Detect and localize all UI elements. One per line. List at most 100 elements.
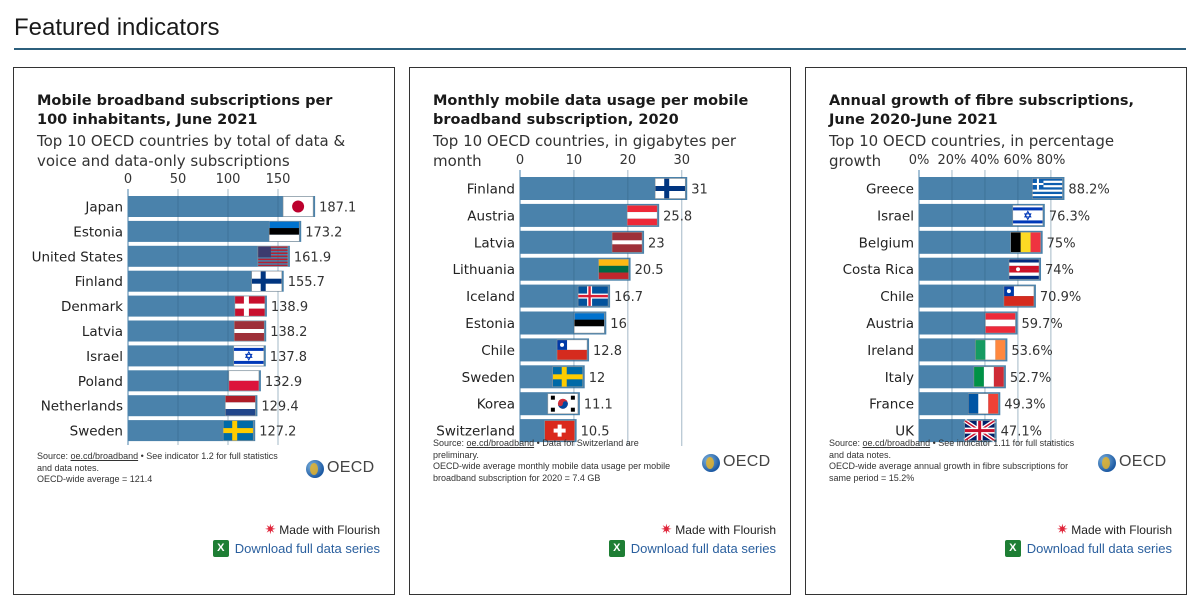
category-label: Iceland bbox=[466, 289, 515, 305]
category-label: Costa Rica bbox=[843, 262, 914, 278]
flourish-star-icon: ✷ bbox=[264, 521, 277, 537]
value-label: 127.2 bbox=[259, 425, 296, 440]
category-label: Chile bbox=[481, 343, 515, 359]
source-link[interactable]: oe.cd/broadband bbox=[466, 438, 535, 448]
category-label: Austria bbox=[467, 208, 515, 224]
chart-card-mobile-data-usage: Monthly mobile data usage per mobile bro… bbox=[409, 67, 791, 595]
chart-card-mobile-broadband: Mobile broadband subscriptions per 100 i… bbox=[13, 67, 395, 595]
category-label: Finland bbox=[75, 274, 123, 290]
oecd-logo: OECD bbox=[1098, 452, 1168, 474]
chart-title: Mobile broadband subscriptions per 100 i… bbox=[37, 93, 333, 128]
value-label: 76.3% bbox=[1049, 209, 1090, 224]
excel-icon: X bbox=[1004, 540, 1021, 557]
x-tick-label: 30 bbox=[674, 153, 691, 168]
flourish-star-icon: ✷ bbox=[660, 521, 673, 537]
estonia-flag-icon bbox=[268, 221, 300, 242]
category-label: Israel bbox=[877, 208, 914, 224]
bar-latvia bbox=[128, 320, 267, 342]
category-label: Austria bbox=[866, 316, 914, 332]
category-label: Ireland bbox=[867, 343, 914, 359]
category-label: Belgium bbox=[859, 235, 914, 251]
x-tick-label: 60% bbox=[1003, 153, 1032, 168]
costa-rica-flag-icon bbox=[1008, 258, 1040, 280]
france-flag-icon bbox=[968, 393, 999, 414]
page-title: Featured indicators bbox=[14, 14, 220, 41]
category-label: Sweden bbox=[70, 424, 123, 440]
made-with-flourish[interactable]: ✷ Made with Flourish bbox=[660, 521, 776, 537]
made-with-flourish[interactable]: ✷ Made with Flourish bbox=[1056, 521, 1172, 537]
chart-subtitle: Top 10 OECD countries, in gigabytes per … bbox=[433, 132, 737, 170]
category-label: Switzerland bbox=[436, 424, 515, 440]
value-label: 137.8 bbox=[270, 350, 307, 365]
category-label: Lithuania bbox=[452, 262, 515, 278]
x-tick-label: 50 bbox=[170, 172, 187, 187]
bar-finland bbox=[520, 177, 688, 200]
category-label: Estonia bbox=[465, 316, 515, 332]
chart-title: Annual growth of fibre subscriptions, Ju… bbox=[829, 93, 1135, 128]
finland-flag-icon bbox=[251, 270, 282, 292]
flourish-star-icon: ✷ bbox=[1056, 521, 1069, 537]
iceland-flag-icon bbox=[577, 285, 609, 307]
value-label: 173.2 bbox=[305, 225, 342, 240]
bar-chart: 0% 20% 40% 60% 80% Greece 88.2% Israel 76.3% Belg… bbox=[843, 153, 1110, 446]
category-label: Poland bbox=[78, 374, 123, 390]
source-note: Source: oe.cd/broadband • Data for Switz… bbox=[433, 438, 671, 483]
download-data-link[interactable]: X Download full data series bbox=[212, 540, 380, 557]
value-label: 16.7 bbox=[614, 290, 643, 305]
value-label: 12 bbox=[589, 371, 606, 386]
bar-israel bbox=[128, 345, 266, 367]
download-data-link[interactable]: X Download full data series bbox=[1004, 540, 1172, 557]
value-label: 59.7% bbox=[1021, 317, 1062, 332]
source-link[interactable]: oe.cd/broadband bbox=[862, 438, 931, 448]
excel-icon: X bbox=[608, 540, 625, 557]
category-label: Denmark bbox=[61, 299, 123, 315]
source-link[interactable]: oe.cd/broadband bbox=[70, 451, 139, 461]
category-label: United States bbox=[32, 249, 123, 265]
category-label: Finland bbox=[467, 182, 515, 198]
value-label: 47.1% bbox=[1001, 425, 1042, 440]
greece-flag-icon bbox=[1032, 178, 1063, 199]
x-tick-label: 100 bbox=[216, 172, 241, 187]
bar-japan bbox=[128, 196, 316, 217]
download-data-link[interactable]: X Download full data series bbox=[608, 540, 776, 557]
oecd-logo: OECD bbox=[306, 458, 376, 480]
value-label: 74% bbox=[1045, 263, 1074, 278]
bar-united-states bbox=[128, 245, 290, 267]
value-label: 138.2 bbox=[270, 325, 307, 340]
value-label: 20.5 bbox=[635, 263, 664, 278]
title-divider bbox=[14, 48, 1186, 50]
x-tick-label: 80% bbox=[1036, 153, 1065, 168]
value-label: 16 bbox=[610, 317, 627, 332]
source-note: Source: oe.cd/broadband • See indicator … bbox=[829, 438, 1075, 483]
value-label: 23 bbox=[648, 236, 665, 251]
value-label: 52.7% bbox=[1010, 371, 1051, 386]
netherlands-flag-icon bbox=[225, 395, 256, 416]
x-tick-label: 0 bbox=[516, 153, 524, 168]
excel-icon: X bbox=[212, 540, 229, 557]
united-states-flag-icon bbox=[257, 246, 289, 267]
bar-chart: 0 50 100 150 Japan 187.1 Estonia 173.2 United St… bbox=[32, 172, 356, 445]
ireland-flag-icon bbox=[975, 339, 1006, 361]
latvia-flag-icon bbox=[233, 320, 265, 342]
category-label: Netherlands bbox=[41, 399, 123, 415]
value-label: 10.5 bbox=[581, 425, 610, 440]
category-label: Israel bbox=[86, 349, 123, 365]
uk-flag-icon bbox=[963, 418, 996, 443]
category-label: Latvia bbox=[474, 235, 515, 251]
value-label: 31 bbox=[691, 183, 708, 198]
made-with-flourish[interactable]: ✷ Made with Flourish bbox=[264, 521, 380, 537]
x-tick-label: 20 bbox=[620, 153, 637, 168]
chart-subtitle: Top 10 OECD countries by total of data &… bbox=[37, 132, 346, 170]
israel-flag-icon bbox=[233, 345, 265, 367]
x-tick-label: 0 bbox=[124, 172, 132, 187]
japan-flag-icon bbox=[282, 196, 314, 217]
chart-title: Monthly mobile data usage per mobile bro… bbox=[433, 93, 749, 128]
x-tick-label: 20% bbox=[938, 153, 967, 168]
category-label: Italy bbox=[885, 370, 914, 386]
category-label: Japan bbox=[84, 200, 123, 216]
italy-flag-icon bbox=[973, 366, 1005, 388]
bar-estonia bbox=[128, 220, 302, 242]
israel-flag-icon bbox=[1012, 205, 1044, 226]
category-label: UK bbox=[895, 424, 915, 440]
value-label: 88.2% bbox=[1068, 183, 1109, 198]
